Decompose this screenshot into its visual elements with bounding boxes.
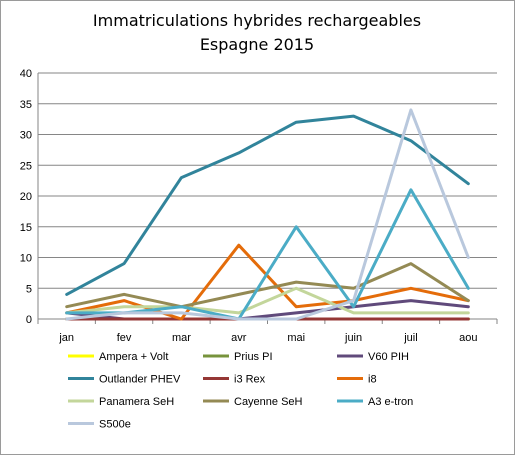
legend-label: i3 Rex	[234, 374, 266, 386]
x-tick-label: aou	[459, 332, 477, 344]
y-tick-label: 20	[20, 191, 32, 203]
series-line	[65, 299, 470, 321]
x-tick-label: juin	[344, 332, 362, 344]
y-tick-label: 30	[20, 130, 32, 142]
legend-label: Outlander PHEV	[99, 374, 181, 386]
x-tick-label: fev	[117, 332, 132, 344]
legend-label: Prius PI	[234, 351, 273, 363]
chart-subtitle: Espagne 2015	[200, 35, 314, 54]
series-lines	[65, 108, 470, 321]
x-tick-label: mar	[172, 332, 191, 344]
x-tick-label: avr	[231, 332, 247, 344]
x-tick-label: mai	[287, 332, 305, 344]
y-tick-label: 25	[20, 160, 32, 172]
y-tick-label: 10	[20, 253, 32, 265]
series-line	[65, 286, 470, 315]
x-tick-label: juil	[403, 332, 417, 344]
legend-label: S500e	[99, 419, 131, 431]
legend-label: Cayenne SeH	[234, 396, 303, 408]
y-tick-label: 0	[26, 314, 32, 326]
series-line	[65, 243, 470, 321]
legend-label: A3 e-tron	[368, 396, 413, 408]
legend: Ampera + Volt Prius PI V60 PIH Outlander PH…	[68, 351, 413, 431]
gridlines	[38, 72, 497, 289]
y-tick-label: 40	[20, 68, 32, 80]
y-tick-label: 15	[20, 222, 32, 234]
x-tick-label: jan	[58, 332, 74, 344]
series-line	[65, 114, 470, 296]
legend-label: i8	[368, 374, 377, 386]
y-tick-label: 35	[20, 99, 32, 111]
series-line	[65, 108, 470, 321]
y-tick-label: 5	[26, 283, 32, 295]
legend-label: Panamera SeH	[99, 396, 174, 408]
chart-title: Immatriculations hybrides rechargeables	[93, 11, 421, 30]
legend-label: V60 PIH	[368, 351, 409, 363]
series-line	[65, 262, 470, 309]
legend-label: Ampera + Volt	[99, 351, 168, 363]
